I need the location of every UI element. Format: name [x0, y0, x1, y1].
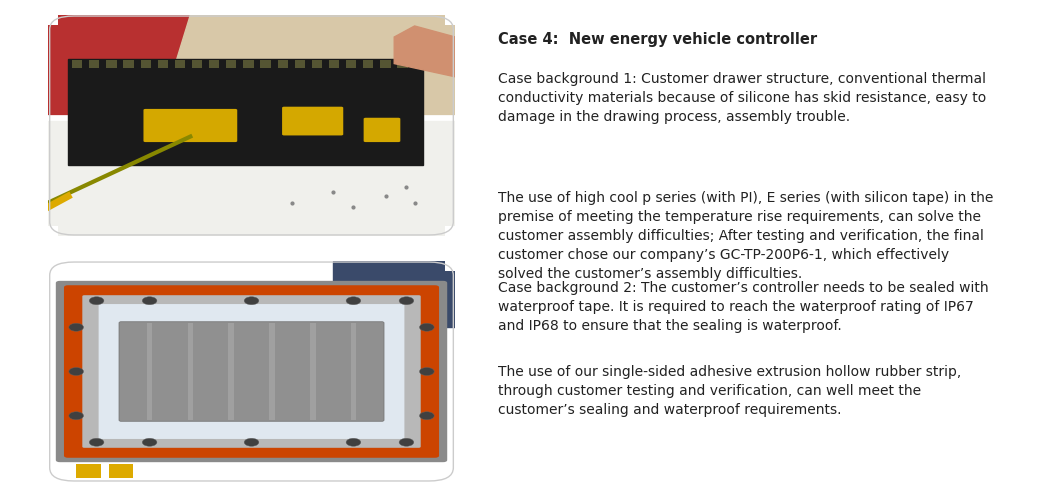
- Circle shape: [69, 323, 84, 331]
- Bar: [363, 60, 374, 68]
- Bar: [311, 60, 322, 68]
- Bar: [192, 60, 202, 68]
- Text: Case 4:  New energy vehicle controller: Case 4: New energy vehicle controller: [498, 32, 816, 47]
- Bar: [397, 60, 408, 68]
- Bar: [269, 323, 274, 420]
- Bar: [147, 323, 152, 420]
- FancyBboxPatch shape: [119, 322, 384, 421]
- Bar: [351, 323, 356, 420]
- Bar: [329, 60, 339, 68]
- Bar: [310, 323, 316, 420]
- Circle shape: [399, 297, 414, 305]
- Circle shape: [89, 438, 104, 446]
- Bar: [158, 60, 168, 68]
- FancyBboxPatch shape: [488, 236, 521, 254]
- Circle shape: [69, 412, 84, 420]
- Bar: [106, 60, 116, 68]
- Polygon shape: [48, 121, 455, 236]
- Circle shape: [419, 412, 434, 420]
- Bar: [187, 323, 193, 420]
- Polygon shape: [334, 261, 455, 327]
- Bar: [261, 60, 271, 68]
- Circle shape: [346, 438, 361, 446]
- Bar: [229, 323, 234, 420]
- Bar: [227, 60, 236, 68]
- FancyBboxPatch shape: [363, 118, 400, 142]
- FancyBboxPatch shape: [98, 304, 405, 439]
- Circle shape: [346, 297, 361, 305]
- Circle shape: [142, 438, 157, 446]
- Bar: [89, 60, 100, 68]
- Circle shape: [142, 297, 157, 305]
- Bar: [109, 464, 133, 478]
- Text: The use of high cool p series (with PI), E series (with silicon tape) in the
pre: The use of high cool p series (with PI),…: [498, 191, 993, 281]
- Polygon shape: [394, 26, 455, 77]
- Circle shape: [399, 438, 414, 446]
- Circle shape: [419, 367, 434, 376]
- Bar: [380, 60, 391, 68]
- Bar: [76, 464, 101, 478]
- Text: Case background 2: The customer’s controller needs to be sealed with
waterproof : Case background 2: The customer’s contro…: [498, 281, 988, 332]
- Polygon shape: [68, 59, 423, 166]
- FancyBboxPatch shape: [83, 295, 420, 448]
- Bar: [244, 60, 253, 68]
- Circle shape: [69, 367, 84, 376]
- Bar: [124, 60, 133, 68]
- FancyBboxPatch shape: [56, 281, 447, 462]
- Bar: [346, 60, 356, 68]
- Text: The use of our single-sided adhesive extrusion hollow rubber strip,
through cust: The use of our single-sided adhesive ext…: [498, 365, 961, 417]
- Bar: [175, 60, 185, 68]
- Bar: [72, 60, 83, 68]
- Bar: [294, 60, 305, 68]
- Circle shape: [89, 297, 104, 305]
- Bar: [141, 60, 150, 68]
- Circle shape: [419, 323, 434, 331]
- Polygon shape: [170, 15, 455, 114]
- FancyBboxPatch shape: [64, 285, 439, 458]
- FancyBboxPatch shape: [282, 107, 343, 136]
- Polygon shape: [48, 15, 231, 114]
- Text: Case background 1: Customer drawer structure, conventional thermal
conductivity : Case background 1: Customer drawer struc…: [498, 72, 986, 124]
- Circle shape: [245, 438, 258, 446]
- FancyBboxPatch shape: [143, 109, 237, 142]
- Bar: [209, 60, 219, 68]
- Bar: [277, 60, 288, 68]
- Circle shape: [245, 297, 258, 305]
- FancyBboxPatch shape: [15, 236, 48, 254]
